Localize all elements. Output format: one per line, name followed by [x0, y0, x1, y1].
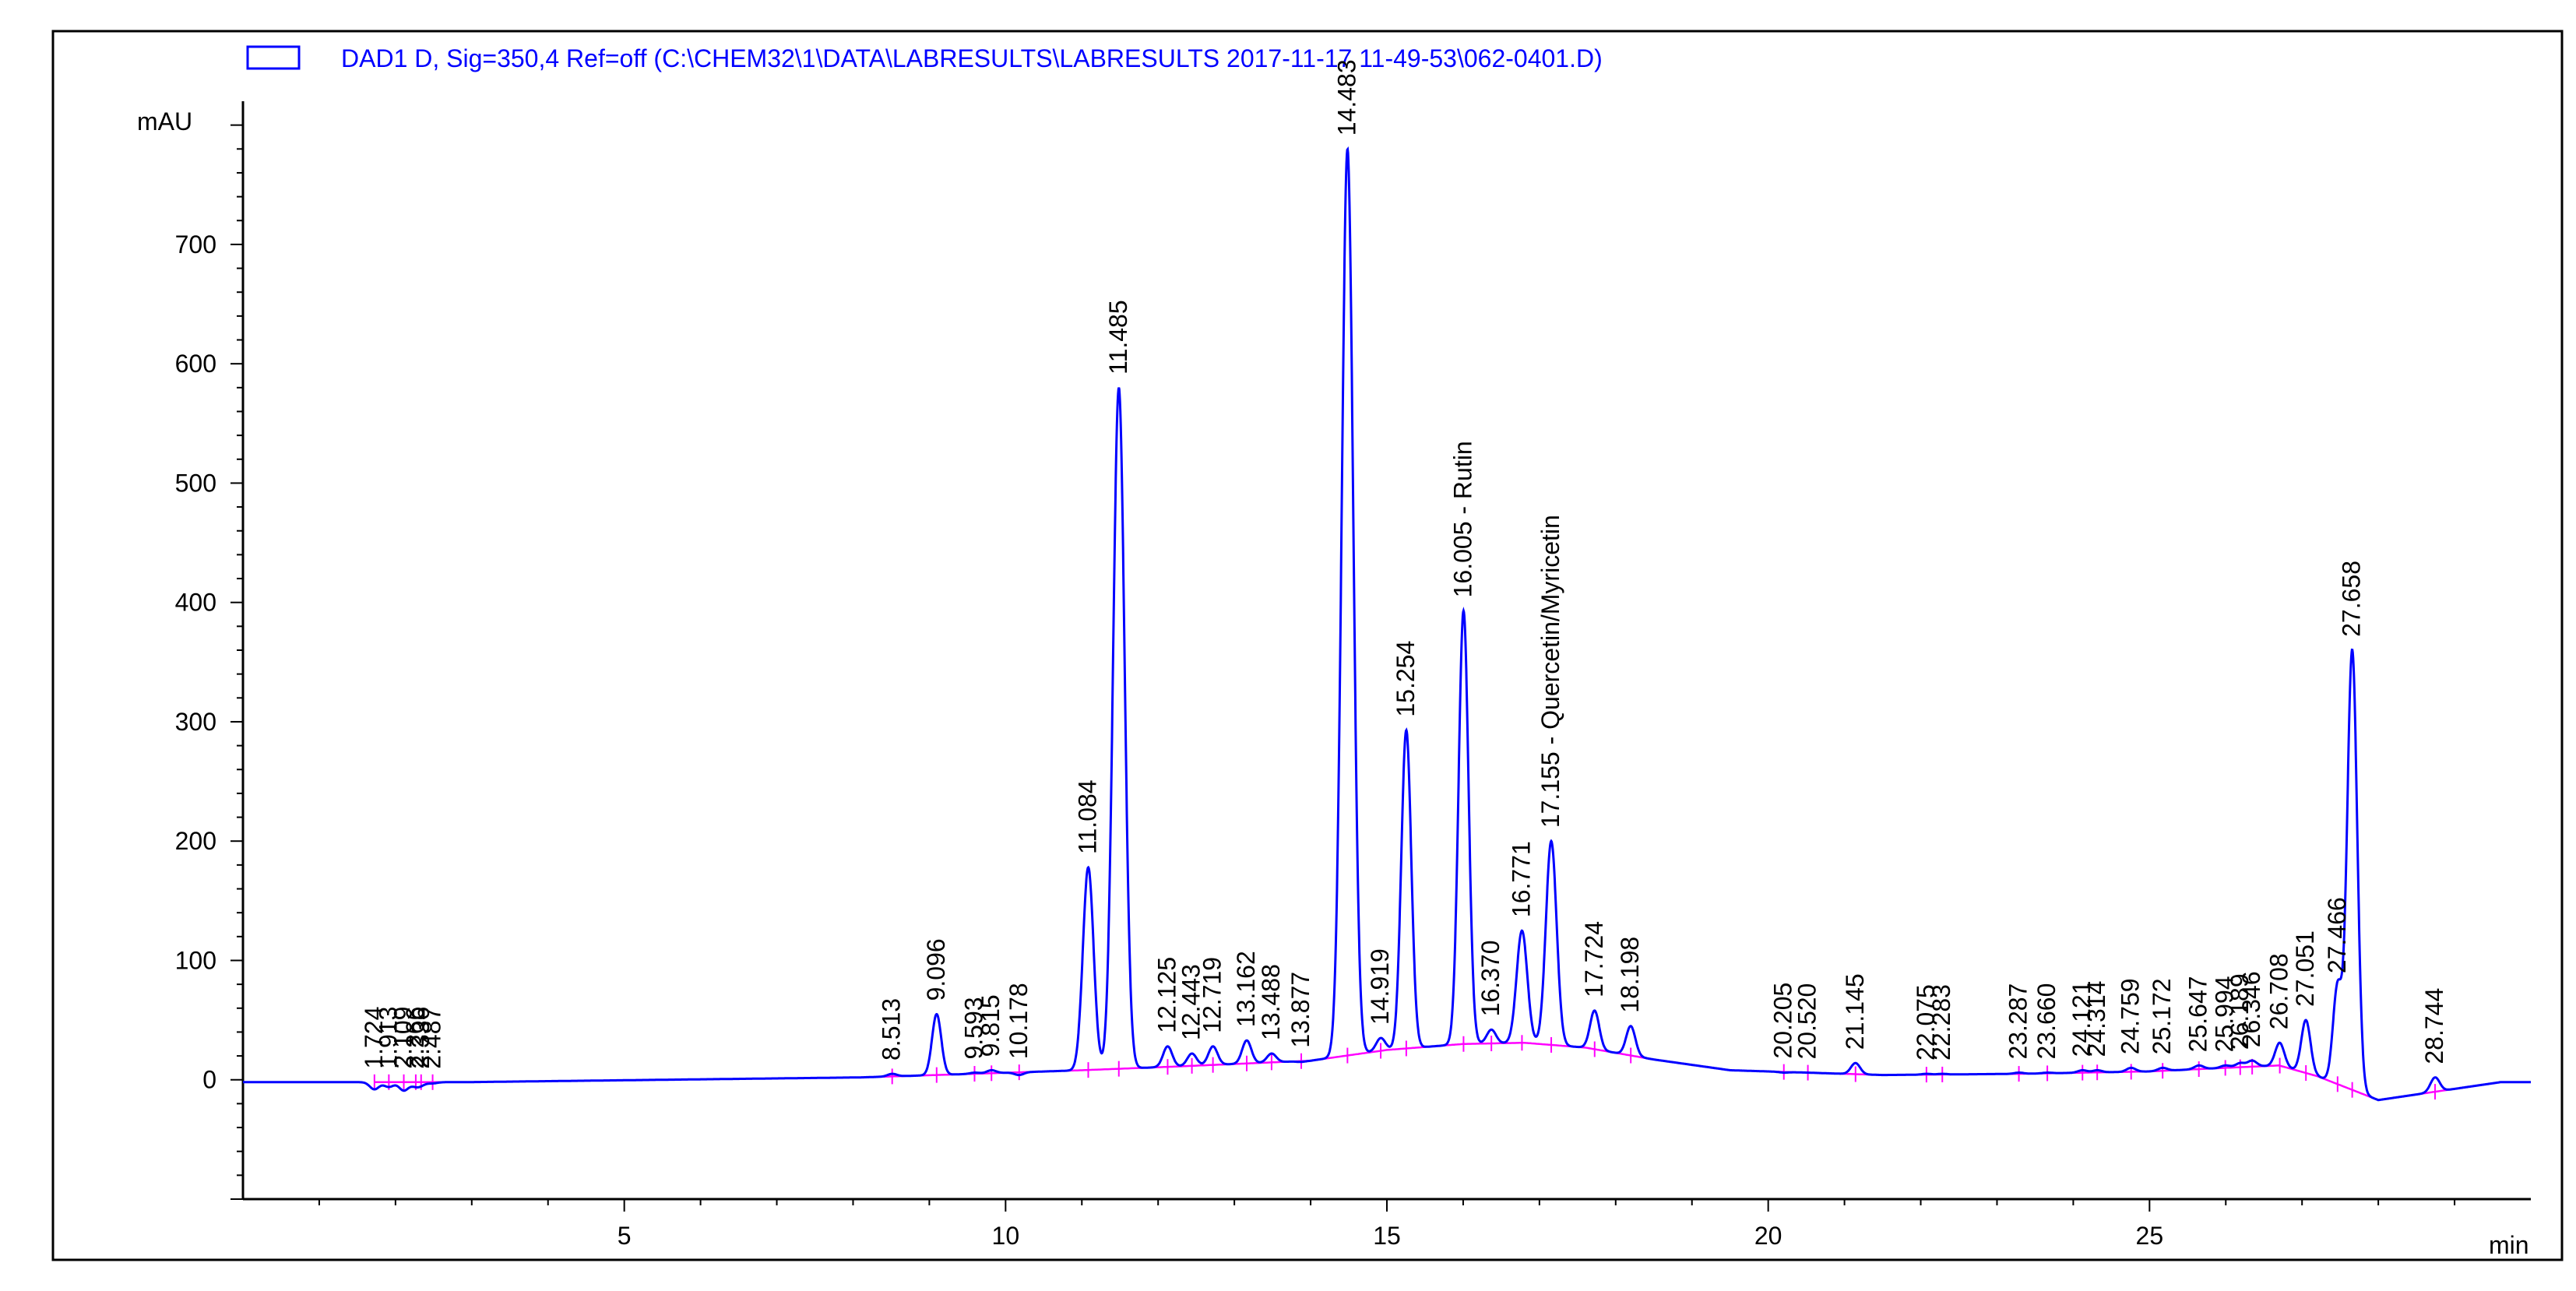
x-tick-label: 10: [992, 1222, 1020, 1250]
peak-label: 14.919: [1366, 948, 1394, 1025]
peak-label: 26.346: [2237, 971, 2265, 1047]
peak-label: 27.658: [2338, 561, 2366, 637]
x-axis-title: min: [2489, 1231, 2529, 1259]
peak-label: 13.488: [1257, 964, 1285, 1040]
peak-label: 11.084: [1073, 779, 1101, 854]
peak-label: 21.145: [1841, 973, 1869, 1050]
peak-label: 28.744: [2420, 988, 2448, 1064]
y-tick-label: 500: [175, 469, 216, 497]
peak-label: 12.719: [1198, 957, 1226, 1033]
peak-label: 9.096: [922, 938, 950, 1001]
peak-label: 24.121: [2067, 980, 2096, 1057]
peak-label: 24.314: [2082, 981, 2110, 1057]
y-tick-label: 200: [175, 827, 216, 855]
peak-label: 25.647: [2184, 976, 2212, 1052]
peak-label: 8.513: [878, 998, 906, 1061]
peak-label: 10.178: [1005, 983, 1033, 1059]
peak-label: 25.994: [2211, 976, 2239, 1052]
peak-label: 13.162: [1232, 951, 1260, 1027]
x-tick-label: 20: [1754, 1222, 1782, 1250]
y-tick-label: 600: [175, 350, 216, 378]
peak-label: 22.075: [1912, 984, 1940, 1061]
peak-label: 26.189: [2226, 973, 2254, 1050]
x-tick-label: 15: [1373, 1222, 1401, 1250]
y-tick-label: 100: [175, 946, 216, 974]
signal-trace: [243, 146, 2531, 1102]
peak-label: 27.051: [2291, 930, 2319, 1007]
x-tick-label: 5: [618, 1222, 632, 1250]
legend-label: DAD1 D, Sig=350,4 Ref=off (C:\CHEM32\1\D…: [341, 44, 1603, 72]
peak-label: 17.724: [1580, 921, 1608, 997]
outer-frame: [51, 30, 2564, 1261]
legend: DAD1 D, Sig=350,4 Ref=off (C:\CHEM32\1\D…: [246, 44, 1603, 72]
peak-label: 24.759: [2117, 978, 2145, 1054]
x-tick-label: 25: [2136, 1222, 2164, 1250]
legend-swatch: [246, 45, 301, 70]
peak-label: 17.155 - Quercetin/Myricetin: [1536, 515, 1564, 828]
peak-label: 11.485: [1104, 300, 1132, 375]
peak-label: 2.266: [401, 1007, 429, 1069]
peak-label: 12.125: [1153, 957, 1181, 1033]
peak-label: 16.005 - Rutin: [1448, 441, 1476, 597]
peak-label: 9.593: [959, 997, 987, 1059]
peak-label: 20.205: [1769, 983, 1797, 1059]
peak-label: 9.815: [977, 994, 1005, 1057]
peak-label: 2.336: [406, 1007, 435, 1069]
peak-label: 26.708: [2265, 953, 2293, 1029]
y-axis: 0 100 200 300 400 500 600 700: [175, 101, 245, 1200]
y-tick-label: 700: [175, 230, 216, 259]
peak-label: 14.483: [1332, 59, 1360, 135]
peak-label: 2.487: [418, 1007, 446, 1069]
peak-label: 15.254: [1392, 641, 1420, 717]
peak-label: 1.913: [374, 1007, 402, 1069]
peak-label: 25.172: [2148, 978, 2176, 1054]
peak-label: 1.724: [360, 1007, 388, 1069]
y-tick-label: 400: [175, 589, 216, 617]
peak-label: 16.370: [1476, 940, 1504, 1016]
x-axis: 5 10 15 20 25: [243, 1198, 2531, 1250]
peak-label: 23.287: [2004, 983, 2032, 1060]
peak-label: 12.443: [1177, 964, 1205, 1040]
peak-label: 27.466: [2323, 897, 2351, 973]
y-tick-label: 0: [202, 1066, 216, 1094]
y-axis-title: mAU: [137, 107, 192, 135]
series-layer: [243, 146, 2531, 1102]
peak-label: 22.283: [1927, 984, 1955, 1061]
peak-label: 16.771: [1507, 841, 1535, 917]
peak-label: 18.198: [1616, 937, 1644, 1013]
peak-label: 20.520: [1793, 983, 1821, 1060]
peak-label: 23.660: [2032, 983, 2060, 1060]
y-tick-label: 300: [175, 708, 216, 736]
peak-label: 13.877: [1286, 972, 1314, 1048]
peak-label: 2.109: [389, 1007, 417, 1069]
